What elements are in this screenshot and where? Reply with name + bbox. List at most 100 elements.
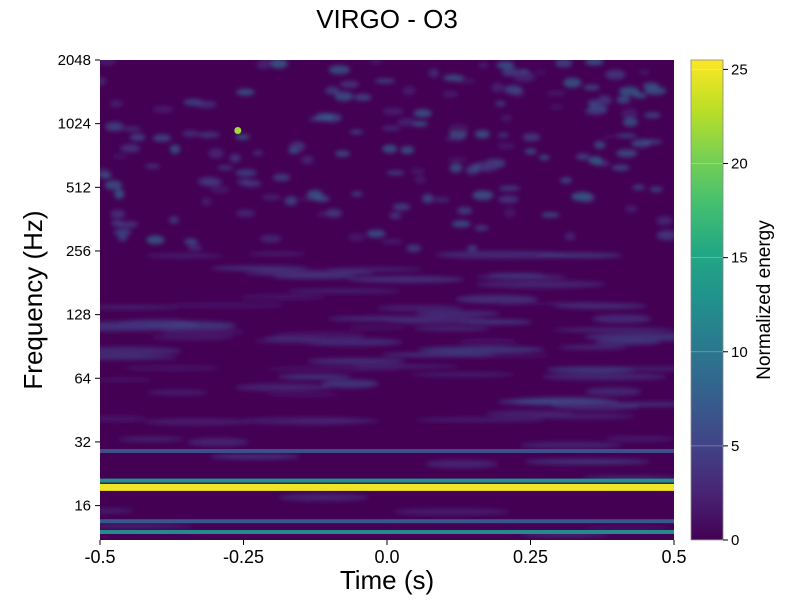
noise-blob <box>351 365 459 368</box>
energy-band <box>100 530 674 534</box>
noise-blob <box>472 190 494 201</box>
noise-blob <box>270 60 288 69</box>
noise-blob <box>381 352 496 357</box>
noise-blob <box>125 365 220 371</box>
noise-blob <box>618 86 640 97</box>
noise-blob <box>476 280 606 289</box>
noise-blob <box>609 402 674 407</box>
colorbar-tick-label: 15 <box>731 250 748 267</box>
noise-blob <box>201 197 212 206</box>
noise-blob <box>100 346 182 355</box>
noise-blob <box>442 91 458 98</box>
noise-blob <box>642 82 659 90</box>
noise-blob <box>374 78 395 84</box>
noise-blob <box>585 387 642 396</box>
noise-blob <box>587 99 600 107</box>
noise-blob <box>100 508 135 513</box>
noise-blob <box>381 126 401 131</box>
noise-blob <box>496 61 515 69</box>
noise-blob <box>300 338 403 346</box>
noise-blob <box>389 212 402 220</box>
noise-blob <box>348 233 365 242</box>
noise-blob <box>425 459 499 469</box>
noise-blob <box>500 114 512 122</box>
noise-blob <box>293 418 380 424</box>
noise-blob <box>495 101 506 107</box>
noise-blob <box>236 88 255 96</box>
colorbar-tick-label: 0 <box>731 532 739 549</box>
noise-blob <box>328 65 351 75</box>
noise-blob <box>432 197 450 202</box>
noise-blob <box>321 379 379 388</box>
noise-blob <box>497 133 509 138</box>
noise-blob <box>306 189 323 200</box>
noise-blob <box>377 305 463 312</box>
noise-blob <box>235 169 257 177</box>
noise-blob <box>354 93 372 101</box>
noise-blob <box>584 332 674 341</box>
noise-blob <box>474 225 489 231</box>
colorbar-ticks: 0 5 10 15 20 25 <box>691 61 748 549</box>
noise-blob <box>252 150 263 156</box>
noise-blob <box>542 373 667 381</box>
noise-blob <box>326 267 422 271</box>
noise-blob <box>639 69 650 75</box>
noise-blob <box>325 209 342 218</box>
noise-blob <box>477 162 499 173</box>
noise-blob <box>169 144 181 154</box>
noise-blob <box>400 146 415 155</box>
noise-blob <box>633 92 647 99</box>
noise-blob <box>497 142 516 150</box>
noise-blob <box>349 129 363 135</box>
y-tick-label: 16 <box>74 498 91 515</box>
noise-blob <box>277 374 351 380</box>
x-tick-label: -0.25 <box>223 547 264 567</box>
noise-blob <box>410 167 425 175</box>
colorbar-tick-label: 25 <box>731 61 748 78</box>
noise-blob <box>411 372 515 377</box>
noise-blob <box>262 194 281 201</box>
energy-band <box>100 483 674 491</box>
x-tick-label: 0.5 <box>661 547 686 567</box>
noise-blob <box>130 133 146 141</box>
noise-blob <box>120 144 141 153</box>
noise-blob <box>592 314 652 324</box>
noise-blob <box>194 100 217 109</box>
noise-blob <box>100 305 179 310</box>
noise-blob <box>105 122 124 132</box>
colorbar-label: Normalized energy <box>754 220 775 380</box>
noise-blob <box>414 326 490 331</box>
noise-blob <box>144 164 161 169</box>
noise-blob <box>287 288 401 294</box>
noise-blob <box>316 212 328 217</box>
y-axis-label: Frequency (Hz) <box>18 210 48 389</box>
y-axis: 16 32 64 128 256 512 1024 2048 <box>58 52 100 515</box>
noise-blob <box>478 62 489 68</box>
noise-blob <box>100 321 180 330</box>
noise-blob <box>414 174 427 185</box>
noise-blob <box>458 337 518 345</box>
noise-blob <box>534 70 548 75</box>
noise-blob <box>335 150 350 157</box>
y-tick-label: 1024 <box>58 116 91 133</box>
noise-blob <box>402 86 416 95</box>
noise-blob <box>229 153 241 163</box>
x-axis: -0.5 -0.25 0.0 0.25 0.5 <box>84 540 687 567</box>
noise-blob <box>520 441 622 449</box>
noise-blob <box>546 366 636 373</box>
noise-blob <box>417 346 545 353</box>
noise-blob <box>444 136 466 142</box>
noise-blob <box>242 180 262 187</box>
noise-blob <box>622 117 639 127</box>
y-tick-label: 32 <box>74 434 91 451</box>
noise-blob <box>113 229 132 236</box>
noise-blob <box>583 84 600 91</box>
noise-blob <box>451 220 471 228</box>
noise-blob <box>605 69 626 80</box>
noise-blob <box>504 208 516 218</box>
noise-blob <box>524 458 651 465</box>
noise-blob <box>146 235 165 245</box>
noise-blob <box>539 155 550 161</box>
y-tick-label: 512 <box>66 179 91 196</box>
colorbar-gradient <box>690 59 724 541</box>
